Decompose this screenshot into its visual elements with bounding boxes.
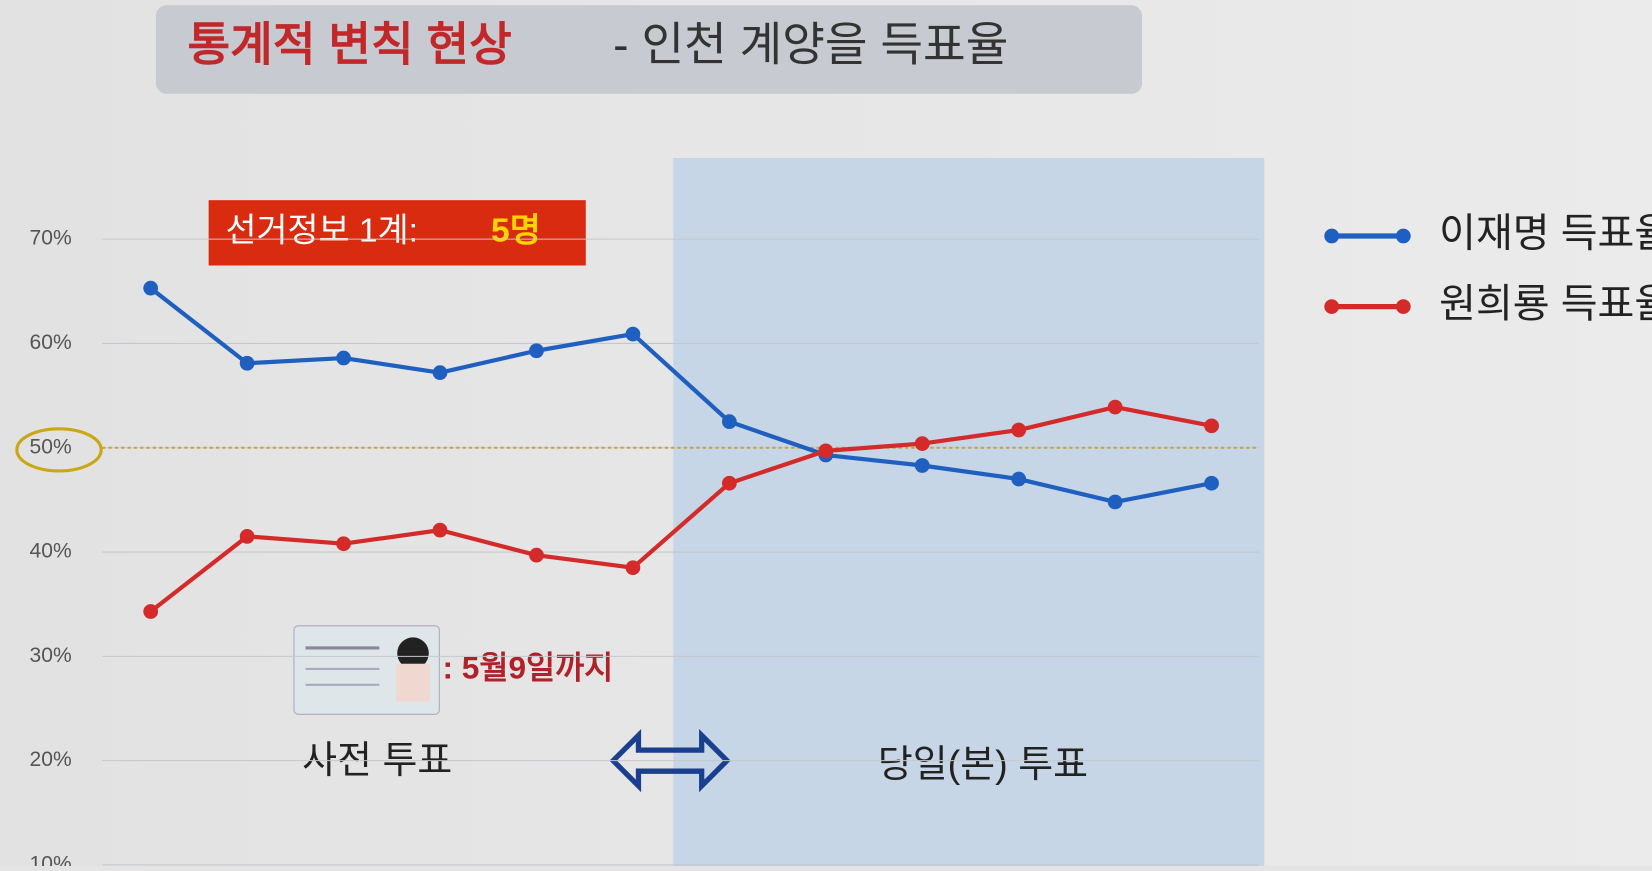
data-point: [1107, 494, 1123, 510]
data-point: [529, 547, 544, 563]
legend-label: 이재명 득표율: [1439, 212, 1652, 256]
data-point: [1204, 418, 1219, 434]
data-point: [721, 414, 737, 430]
data-point: [432, 522, 448, 538]
y-tick-label: 60%: [30, 331, 72, 354]
shaded-region: [673, 158, 1265, 867]
id-note: : 5월9일까지: [443, 649, 614, 685]
title-box: [155, 5, 1143, 94]
data-point: [818, 443, 834, 459]
legend-marker: [1324, 299, 1340, 314]
legend-label: 원희룡 득표율: [1439, 282, 1652, 326]
info-count: 5명: [491, 212, 541, 250]
series-line: [149, 286, 1212, 505]
y-tick-label: 40%: [30, 540, 72, 563]
data-point: [625, 326, 641, 342]
chart-title: 통계적 변칙 현상: [188, 19, 512, 71]
data-point: [143, 604, 159, 619]
y-tick-label: 30%: [30, 644, 72, 667]
id-card: [293, 625, 440, 715]
data-point: [625, 560, 641, 576]
data-point: [1204, 475, 1219, 491]
data-point: [1107, 399, 1123, 415]
data-point: [721, 475, 737, 491]
data-point: [143, 280, 159, 296]
series-line: [149, 404, 1212, 614]
data-point: [239, 529, 255, 544]
chart-subtitle: - 인천 계양을 득표율: [613, 19, 1008, 71]
y-tick-label: 10%: [30, 853, 72, 866]
id-photo-hair: [397, 637, 429, 669]
y-tick-label: 70%: [30, 227, 72, 250]
info-label: 선거정보 1계:: [225, 212, 418, 250]
data-point: [914, 458, 930, 473]
legend-marker: [1395, 228, 1411, 244]
id-photo: [396, 663, 430, 702]
info-box: [208, 200, 586, 266]
data-point: [239, 355, 255, 371]
highlight-ellipse: [15, 427, 103, 473]
legend-marker: [1324, 228, 1340, 244]
data-point: [1011, 422, 1027, 438]
data-point: [336, 350, 351, 366]
data-point: [529, 343, 544, 359]
day-vote-label: 당일(본) 투표: [878, 744, 1088, 786]
data-point: [914, 436, 930, 451]
data-point: [432, 365, 448, 381]
plot: 10% 20% 30% 40% 50% 60% 70%: [30, 227, 1259, 871]
y-tick-label: 50%: [30, 435, 72, 458]
data-point: [1011, 471, 1027, 487]
data-point: [336, 536, 351, 552]
y-tick-label: 20%: [30, 748, 72, 771]
legend-marker: [1395, 299, 1411, 314]
